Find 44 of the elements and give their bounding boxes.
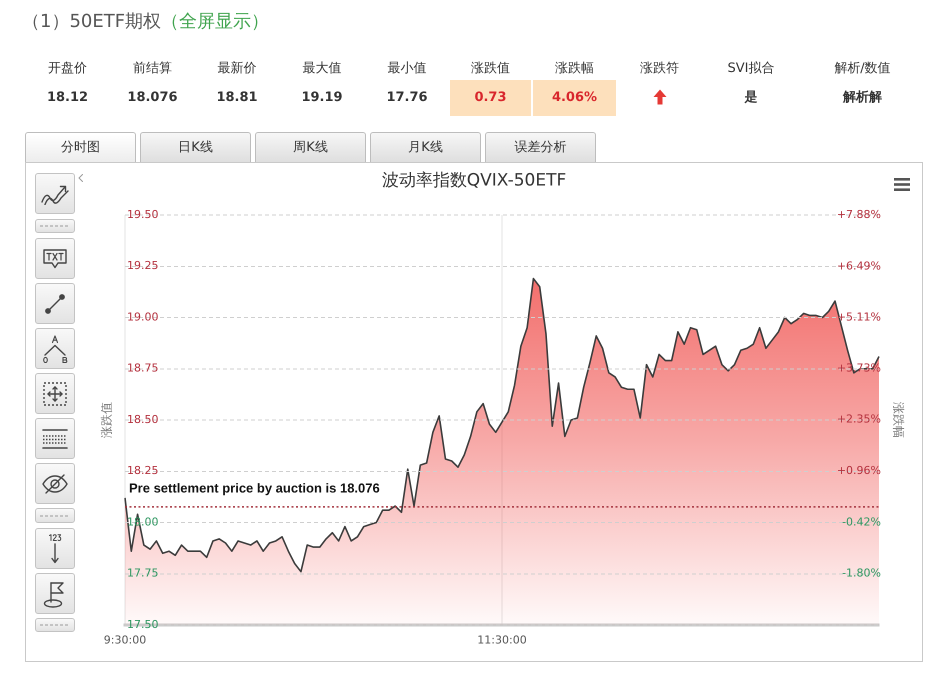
y-tick-label: 17.75: [127, 566, 158, 580]
text: 18.81: [216, 90, 258, 105]
text: 17.76: [386, 90, 428, 105]
y-tick-label: 19.25: [127, 259, 158, 272]
text: 18.076: [127, 90, 178, 105]
y-tick-label: 18.50: [127, 412, 158, 426]
tab: 误差分析: [485, 132, 596, 162]
y-tick-label: 18.25: [127, 464, 158, 478]
y-tick-label: 18.75: [127, 362, 158, 375]
category-label: 涨跌值: [471, 61, 510, 76]
category-label: 开盘价: [48, 61, 87, 76]
category-label: SVI拟合: [728, 61, 774, 76]
x-tick-label: 9:30:00: [104, 633, 146, 646]
tab: 周K线: [255, 132, 366, 162]
text: （全屏显示）: [161, 11, 270, 32]
text: 解析解: [843, 90, 882, 105]
y-tick-label: 17.50: [127, 618, 158, 631]
tab: 分时图: [25, 132, 136, 162]
y2-tick-label: -1.80%: [842, 566, 881, 580]
y2-tick-label: -0.42%: [842, 515, 881, 528]
text: （1）50ETF期权: [22, 11, 162, 32]
category-label: 涨跌符: [640, 61, 679, 76]
shaded-cell: 0.73: [450, 80, 531, 116]
tab: 月K线: [370, 132, 481, 162]
shaded-cell: 4.06%: [533, 80, 616, 116]
tab: 日K线: [140, 132, 251, 162]
y-tick-label: 19.00: [127, 310, 158, 324]
category-label: 最新价: [218, 61, 256, 76]
ref-line-label: Pre settlement price by auction is 18.076: [129, 480, 380, 496]
y2-tick-label: +7.88%: [836, 208, 881, 221]
y2-axis-title: 涨跌幅: [892, 402, 906, 438]
y-axis-title: 涨跌值: [99, 402, 114, 438]
chart-title: 波动率指数QVIX-50ETF: [382, 170, 566, 191]
category-label: 最大值: [302, 61, 342, 76]
x-tick-label: 11:30:00: [477, 633, 527, 646]
text: 19.19: [301, 90, 343, 105]
category-label: 涨跌幅: [555, 61, 594, 76]
category-label: 前结算: [133, 61, 172, 76]
category-label: 最小值: [388, 61, 426, 76]
text: 18.12: [46, 90, 88, 105]
category-label: 解析/数值: [834, 61, 891, 76]
y-tick-label: 19.50: [127, 208, 158, 221]
y2-tick-label: +6.49%: [836, 259, 881, 272]
text: 是: [744, 90, 758, 105]
